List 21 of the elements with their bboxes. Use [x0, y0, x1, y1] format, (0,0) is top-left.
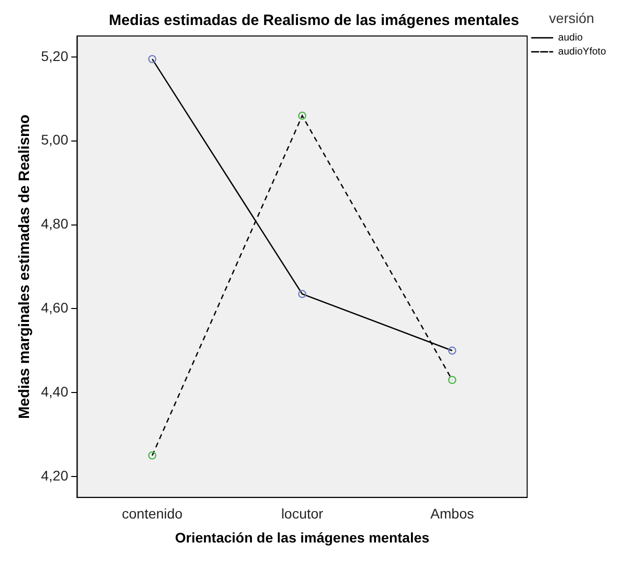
- point: [298, 112, 306, 120]
- legend-label: audio: [558, 32, 584, 44]
- y-tick-label: 5,20: [41, 48, 68, 64]
- point: [448, 376, 456, 384]
- point: [448, 346, 456, 355]
- chart-title: Medias estimadas de Realismo de las imágenes mentales: [108, 12, 520, 30]
- point: [148, 54, 156, 64]
- y-tick-label: 5,00: [41, 132, 68, 148]
- y-tick-label: 4,40: [41, 383, 68, 400]
- y-tick-label: 4,20: [41, 467, 68, 484]
- point: [148, 451, 156, 460]
- legend-title: versión: [549, 10, 594, 26]
- x-tick-label: contenido: [122, 506, 183, 522]
- legend-label: audioYfoto: [558, 46, 606, 58]
- y-tick-label: 4,60: [41, 300, 68, 316]
- x-tick-label: Ambos: [430, 506, 474, 522]
- point: [298, 290, 306, 298]
- y-axis-title: Medias marginales estimadas de Realismo: [16, 114, 34, 419]
- x-axis-title: Orientación de las imágenes mentales: [174, 529, 430, 546]
- x-tick-label: locutor: [281, 506, 324, 522]
- y-tick-label: 4,80: [41, 216, 68, 232]
